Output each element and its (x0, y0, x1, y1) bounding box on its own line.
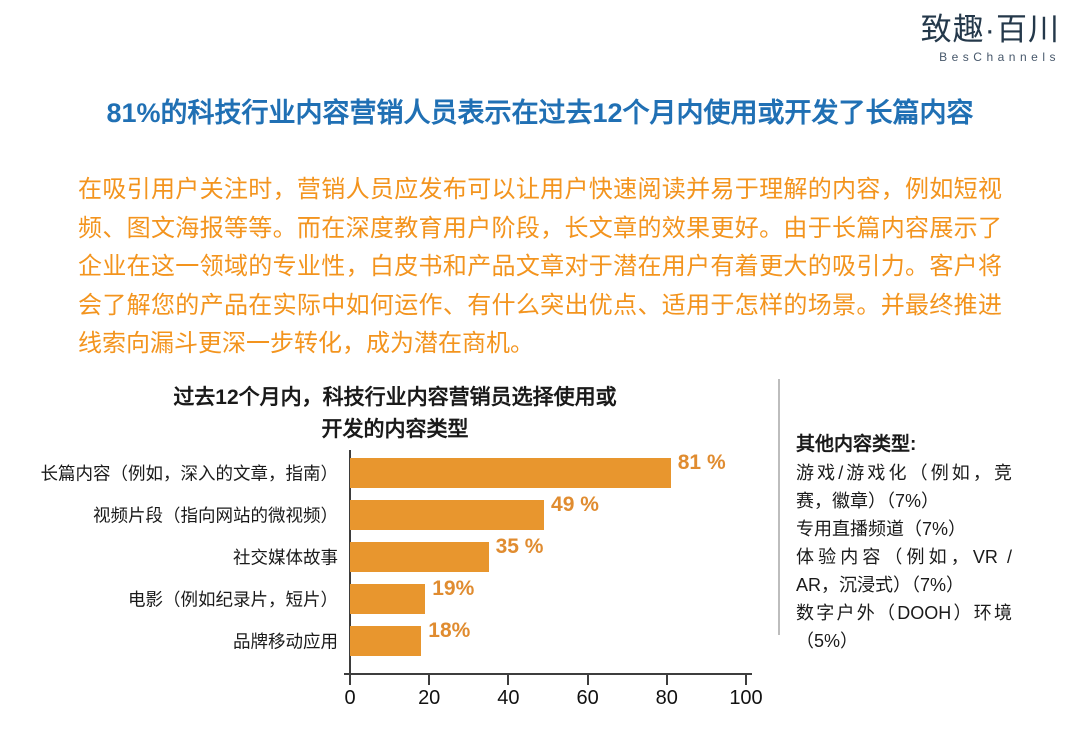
brand-name: 致趣·百川 (920, 12, 1060, 47)
bar-value-label: 18% (428, 619, 471, 642)
x-tick (349, 673, 351, 685)
category-label: 长篇内容（例如，深入的文章，指南） (40, 463, 339, 484)
category-label: 品牌移动应用 (233, 631, 338, 652)
x-tick-label: 80 (655, 687, 678, 709)
chart-title: 过去12个月内，科技行业内容营销员选择使用或 开发的内容类型 (145, 382, 645, 446)
bar (350, 626, 422, 656)
x-tick (745, 673, 747, 685)
page-title: 81%的科技行业内容营销人员表示在过去12个月内使用或开发了长篇内容 (106, 98, 974, 129)
other-content-list: 游戏/游戏化（例如，竞赛，徽章）（7%） 专用直播频道（7%） 体验内容（例如，VR… (796, 459, 1012, 655)
chart-title-line1: 过去12个月内，科技行业内容营销员选择使用或 (173, 386, 617, 409)
other-content-item: 数字户外（DOOH）环境（5%） (796, 603, 1012, 651)
brand-logo: 致趣·百川 BesChannels (921, 12, 1060, 64)
bar (350, 542, 489, 572)
intro-paragraph: 在吸引用户关注时，营销人员应发布可以让用户快速阅读并易于理解的内容，例如短视频、… (78, 176, 1002, 357)
bar (350, 500, 545, 530)
x-tick-label: 0 (344, 687, 356, 709)
x-tick (428, 673, 431, 685)
bar-value-label: 19% (432, 577, 475, 600)
x-tick (665, 673, 668, 685)
bar (350, 584, 426, 614)
bar-value-label: 35 % (495, 535, 544, 558)
other-content-heading: 其他内容类型: (796, 434, 917, 455)
category-label: 视频片段（指向网站的微视频） (93, 505, 338, 526)
other-content-item: 专用直播频道（7%） (796, 519, 967, 539)
x-tick-label: 20 (418, 687, 441, 709)
chart-title-line2: 开发的内容类型 (321, 418, 469, 441)
x-tick-label: 60 (576, 687, 599, 709)
x-tick-label: 40 (497, 687, 520, 709)
x-axis-line (344, 673, 752, 675)
bar (350, 458, 671, 488)
other-content-item: 游戏/游戏化（例如，竞赛，徽章）（7%） (796, 463, 1012, 511)
x-tick (507, 673, 510, 685)
bar-value-label: 49 % (551, 493, 599, 516)
x-tick (586, 673, 589, 685)
bar-value-label: 81 % (677, 451, 726, 474)
category-label: 电影（例如纪录片，短片） (128, 589, 338, 610)
other-content-panel: 其他内容类型: 游戏/游戏化（例如，竞赛，徽章）（7%） 专用直播频道（7%） 体验… (796, 431, 1012, 655)
vertical-divider (778, 379, 780, 635)
brand-subtitle: BesChannels (939, 50, 1060, 64)
x-tick-label: 100 (729, 687, 763, 709)
other-content-item: 体验内容（例如，VR / AR，沉浸式）（7%） (796, 547, 1012, 595)
category-label: 社交媒体故事 (233, 547, 338, 568)
